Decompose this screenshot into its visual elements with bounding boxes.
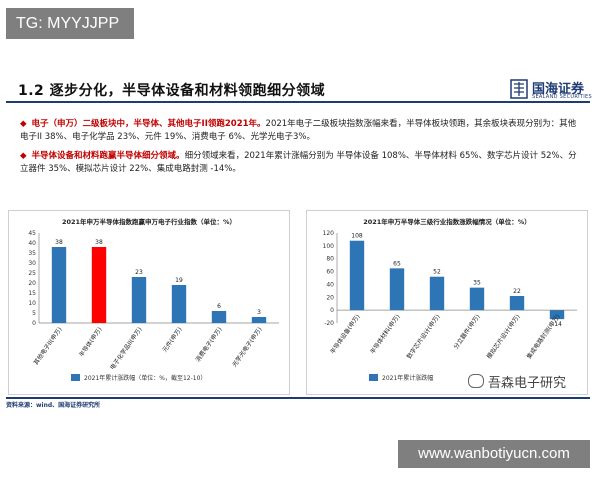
y-tick-label: 120 bbox=[323, 230, 335, 237]
bar bbox=[549, 310, 565, 320]
y-tick-label: 0 bbox=[32, 320, 36, 327]
y-tick-label: 80 bbox=[326, 256, 334, 263]
chart-title: 2021年申万半导体指数跑赢申万电子行业指数（单位：%） bbox=[62, 217, 236, 226]
bullet-marker-icon: ◆ bbox=[20, 151, 27, 161]
bar bbox=[509, 296, 525, 311]
x-tick-label: 半导体材料(申万) bbox=[368, 313, 401, 356]
data-label: -14 bbox=[552, 321, 562, 328]
bullet-marker-icon: ◆ bbox=[20, 119, 27, 129]
bar-chart-semiconductor: 2021年申万半导体三级行业指数涨跌幅情况（单位：%） -20 0 20 40 60 80 1… bbox=[323, 217, 577, 382]
data-label: 38 bbox=[95, 239, 103, 246]
y-tick-label: 25 bbox=[28, 270, 36, 277]
watermark-top: TG: MYYJJPP bbox=[6, 8, 134, 39]
data-label: 65 bbox=[393, 260, 401, 267]
bar bbox=[389, 268, 405, 311]
bullet-highlight: 电子（申万）二级板块中，半导体、其他电子II领跑2021年。 bbox=[31, 119, 266, 129]
watermark-bottom: www.wanbotiyucn.com bbox=[398, 440, 590, 468]
legend-swatch bbox=[71, 374, 80, 381]
x-tick-label: 元件(申万) bbox=[161, 326, 184, 354]
x-tick-label: 分立器件(申万) bbox=[452, 313, 482, 351]
bar bbox=[171, 285, 187, 323]
y-tick-label: 60 bbox=[326, 269, 334, 276]
bar bbox=[469, 287, 485, 311]
data-label: 38 bbox=[55, 239, 63, 246]
y-tick-label: 35 bbox=[28, 250, 36, 257]
logo-name-cn: 国海证券 bbox=[532, 82, 585, 97]
x-tick-label: 消费电子(申万) bbox=[194, 326, 224, 364]
y-tick-label: 100 bbox=[323, 243, 335, 250]
logo-name-en: SEALAND SECURITIES bbox=[532, 94, 592, 100]
y-tick-label: 15 bbox=[28, 290, 36, 297]
x-tick-label: 半导体(申万) bbox=[77, 326, 103, 359]
y-tick-label: -20 bbox=[324, 320, 334, 327]
legend-swatch bbox=[369, 374, 378, 381]
y-tick-label: 30 bbox=[28, 260, 36, 267]
logo-icon bbox=[510, 79, 528, 99]
bar bbox=[211, 311, 227, 323]
header-divider bbox=[6, 101, 590, 103]
y-tick-label: 45 bbox=[28, 230, 36, 237]
wechat-caption: 吾森电子研究 bbox=[468, 372, 566, 391]
data-label: 35 bbox=[473, 280, 481, 287]
bullet-highlight: 半导体设备和材料跑赢半导体细分领域。 bbox=[31, 151, 185, 161]
x-tick-label: 电子化学品II(申万) bbox=[108, 326, 143, 372]
wechat-caption-text: 吾森电子研究 bbox=[488, 376, 567, 391]
chart-panel-semiconductor: 2021年申万半导体三级行业指数涨跌幅情况（单位：%） -20 0 20 40 60 80 1… bbox=[306, 210, 588, 395]
bar bbox=[91, 247, 107, 323]
x-tick-label: 其他电子II(申万) bbox=[32, 326, 64, 367]
slide-title: 1.2 逐步分化，半导体设备和材料领跑细分领域 bbox=[18, 83, 326, 99]
footer-divider bbox=[6, 397, 590, 399]
y-tick-label: 20 bbox=[326, 294, 334, 301]
bar-chart-electronics: 2021年申万半导体指数跑赢申万电子行业指数（单位：%） 0 5 10 15 20 25 30… bbox=[28, 217, 279, 382]
legend-label: 2021年累计涨跌幅 bbox=[382, 374, 433, 382]
x-tick-label: 集成电路封测(申万) bbox=[525, 313, 562, 361]
bullet-text: 细分领域来看，2021年累计涨幅分别为 半导体设备 108%、半导体材料 65%… bbox=[20, 151, 577, 174]
bar bbox=[251, 317, 267, 323]
data-label: 3 bbox=[257, 309, 261, 316]
data-label: 23 bbox=[135, 269, 143, 276]
data-label: 108 bbox=[351, 233, 363, 240]
bar bbox=[131, 277, 147, 323]
y-tick-label: 40 bbox=[326, 281, 334, 288]
source-footer: 资料来源：wind、国海证券研究所 bbox=[6, 402, 101, 409]
chart-panel-electronics: 2021年申万半导体指数跑赢申万电子行业指数（单位：%） 0 5 10 15 20 25 30… bbox=[8, 210, 290, 395]
legend-label: 2021年累计涨跌幅（单位：%，截至12-10） bbox=[84, 374, 206, 382]
bar bbox=[349, 240, 365, 311]
bar bbox=[429, 276, 445, 311]
data-label: 52 bbox=[433, 269, 441, 276]
data-label: 19 bbox=[175, 277, 183, 284]
y-tick-label: 5 bbox=[32, 310, 36, 317]
y-tick-label: 40 bbox=[28, 240, 36, 247]
x-tick-label: 光学光电子(申万) bbox=[230, 326, 263, 369]
bar bbox=[51, 247, 67, 323]
data-label: 22 bbox=[513, 288, 521, 295]
chart-title: 2021年申万半导体三级行业指数涨跌幅情况（单位：%） bbox=[363, 217, 531, 226]
y-tick-label: 10 bbox=[28, 300, 36, 307]
y-tick-label: 0 bbox=[330, 307, 334, 314]
bullet-text: 2021年电子二级板块指数涨幅来看，半导体板块领跑，其余板块表现分别为：其他电子… bbox=[20, 119, 577, 142]
wechat-icon bbox=[468, 374, 484, 388]
x-tick-label: 模拟芯片设计(申万) bbox=[485, 313, 522, 361]
data-label: 6 bbox=[217, 303, 221, 310]
x-tick-label: 数字芯片设计(申万) bbox=[405, 313, 442, 361]
bullet-point-2: ◆ 半导体设备和材料跑赢半导体细分领域。细分领域来看，2021年累计涨幅分别为 半… bbox=[20, 150, 580, 176]
y-tick-label: 20 bbox=[28, 280, 36, 287]
bullet-point-1: ◆ 电子（申万）二级板块中，半导体、其他电子II领跑2021年。2021年电子二级… bbox=[20, 118, 580, 144]
